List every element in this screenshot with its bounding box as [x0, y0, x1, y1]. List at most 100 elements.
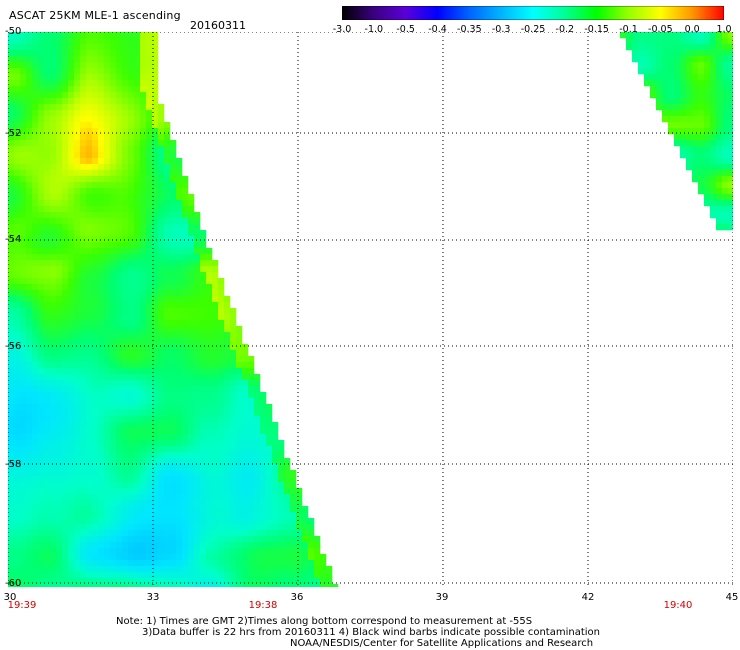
swath-cell — [26, 146, 33, 153]
swath-cell — [188, 404, 195, 411]
swath-cell — [278, 482, 285, 489]
swath-cell — [110, 224, 117, 231]
swath-cell — [230, 530, 237, 537]
swath-cell — [86, 230, 93, 237]
swath-cell — [98, 62, 105, 69]
swath-cell — [140, 206, 147, 213]
swath-cell — [104, 80, 111, 87]
swath-cell — [170, 176, 177, 183]
swath-cell — [56, 392, 63, 399]
swath-cell — [44, 248, 51, 255]
swath-cell — [26, 218, 33, 225]
swath-cell — [86, 176, 93, 183]
swath-cell — [248, 422, 255, 429]
swath-cell — [188, 524, 195, 531]
swath-cell — [68, 488, 75, 495]
swath-cell — [134, 362, 141, 369]
swath-cell — [152, 152, 159, 159]
swath-cell — [218, 488, 225, 495]
swath-cell — [158, 188, 165, 195]
swath-cell — [650, 74, 657, 81]
swath-cell — [110, 254, 117, 261]
swath-cell — [158, 344, 165, 351]
swath-cell — [662, 104, 669, 111]
swath-cell — [56, 488, 63, 495]
swath-cell — [272, 548, 279, 555]
swath-cell — [56, 212, 63, 219]
swath-cell — [74, 146, 81, 153]
swath-cell — [74, 500, 81, 507]
swath-cell — [266, 524, 273, 531]
swath-cell — [8, 488, 15, 495]
swath-cell — [272, 518, 279, 525]
swath-cell — [104, 260, 111, 267]
swath-cell — [158, 470, 165, 477]
swath-cell — [680, 68, 687, 75]
swath-cell — [14, 434, 21, 441]
swath-cell — [20, 458, 27, 465]
swath-cell — [164, 404, 171, 411]
swath-cell — [170, 398, 177, 405]
swath-cell — [68, 308, 75, 315]
swath-cell — [68, 104, 75, 111]
swath-cell — [152, 74, 159, 81]
swath-cell — [98, 116, 105, 123]
swath-cell — [200, 260, 207, 267]
swath-cell — [248, 512, 255, 519]
swath-cell — [152, 578, 159, 585]
swath-cell — [182, 488, 189, 495]
swath-cell — [50, 194, 57, 201]
swath-cell — [98, 218, 105, 225]
swath-cell — [98, 158, 105, 165]
swath-cell — [116, 404, 123, 411]
swath-cell — [314, 548, 321, 555]
swath-cell — [662, 116, 669, 123]
swath-cell — [62, 416, 69, 423]
swath-cell — [110, 530, 117, 537]
swath-cell — [104, 482, 111, 489]
swath-cell — [56, 128, 63, 135]
swath-cell — [50, 62, 57, 69]
swath-cell — [20, 194, 27, 201]
swath-cell — [122, 164, 129, 171]
swath-cell — [140, 320, 147, 327]
swath-cell — [134, 278, 141, 285]
swath-cell — [170, 230, 177, 237]
swath-cell — [50, 314, 57, 321]
swath-cell — [74, 524, 81, 531]
swath-cell — [176, 200, 183, 207]
swath-cell — [20, 344, 27, 351]
swath-cell — [146, 524, 153, 531]
swath-cell — [728, 32, 733, 39]
swath-cell — [716, 128, 723, 135]
swath-cell — [194, 350, 201, 357]
swath-cell — [68, 506, 75, 513]
swath-cell — [134, 374, 141, 381]
swath-cell — [284, 536, 291, 543]
swath-cell — [128, 200, 135, 207]
swath-cell — [26, 518, 33, 525]
swath-cell — [86, 32, 93, 39]
swath-cell — [8, 140, 15, 147]
swath-cell — [68, 404, 75, 411]
swath-cell — [188, 572, 195, 579]
swath-cell — [56, 290, 63, 297]
swath-cell — [32, 284, 39, 291]
swath-cell — [188, 242, 195, 249]
swath-cell — [164, 386, 171, 393]
swath-cell — [140, 170, 147, 177]
swath-cell — [20, 518, 27, 525]
swath-cell — [110, 542, 117, 549]
swath-cell — [86, 494, 93, 501]
swath-cell — [164, 290, 171, 297]
swath-cell — [182, 530, 189, 537]
swath-cell — [134, 500, 141, 507]
swath-cell — [176, 326, 183, 333]
swath-cell — [200, 566, 207, 573]
swath-cell — [158, 536, 165, 543]
swath-cell — [110, 446, 117, 453]
swath-cell — [134, 134, 141, 141]
swath-cell — [218, 512, 225, 519]
swath-cell — [68, 248, 75, 255]
swath-cell — [218, 476, 225, 483]
